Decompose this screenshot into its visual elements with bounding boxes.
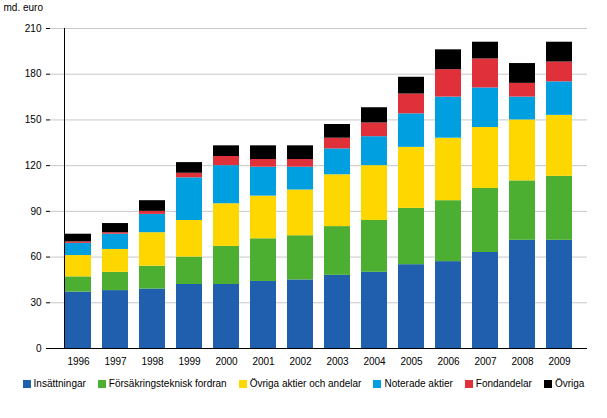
- html-text:Fondandelar: Fondandelar: [475, 378, 532, 389]
- svg-text:120: 120: [25, 160, 42, 171]
- svg-text:2001: 2001: [252, 356, 275, 367]
- svg-text:150: 150: [25, 114, 42, 125]
- svg-text:2003: 2003: [326, 356, 349, 367]
- svg-text:md. euro: md. euro: [4, 2, 44, 13]
- svg-text:2006: 2006: [437, 356, 460, 367]
- svg-text:1996: 1996: [67, 356, 90, 367]
- svg-text:2005: 2005: [400, 356, 423, 367]
- html-text:Övriga aktier och andelar: Övriga aktier och andelar: [249, 378, 362, 389]
- svg-text:2007: 2007: [474, 356, 497, 367]
- svg-text:2002: 2002: [289, 356, 312, 367]
- svg-text:1999: 1999: [178, 356, 201, 367]
- svg-text:90: 90: [30, 206, 42, 217]
- svg-text:2004: 2004: [363, 356, 386, 367]
- svg-text:2008: 2008: [511, 356, 534, 367]
- svg-text:2009: 2009: [548, 356, 571, 367]
- svg-text:1997: 1997: [104, 356, 127, 367]
- html-text:Övriga: Övriga: [555, 378, 585, 389]
- svg-text:0: 0: [36, 343, 42, 354]
- svg-text:30: 30: [30, 297, 42, 308]
- html-text:Insättningar: Insättningar: [33, 378, 86, 389]
- html-text:Försäkringsteknisk fordran: Försäkringsteknisk fordran: [108, 378, 227, 389]
- html-text:Noterade aktier: Noterade aktier: [384, 378, 453, 389]
- svg-text:210: 210: [25, 23, 42, 34]
- svg-text:1998: 1998: [141, 356, 164, 367]
- svg-text:60: 60: [30, 251, 42, 262]
- svg-text:2000: 2000: [215, 356, 238, 367]
- svg-text:180: 180: [25, 68, 42, 79]
